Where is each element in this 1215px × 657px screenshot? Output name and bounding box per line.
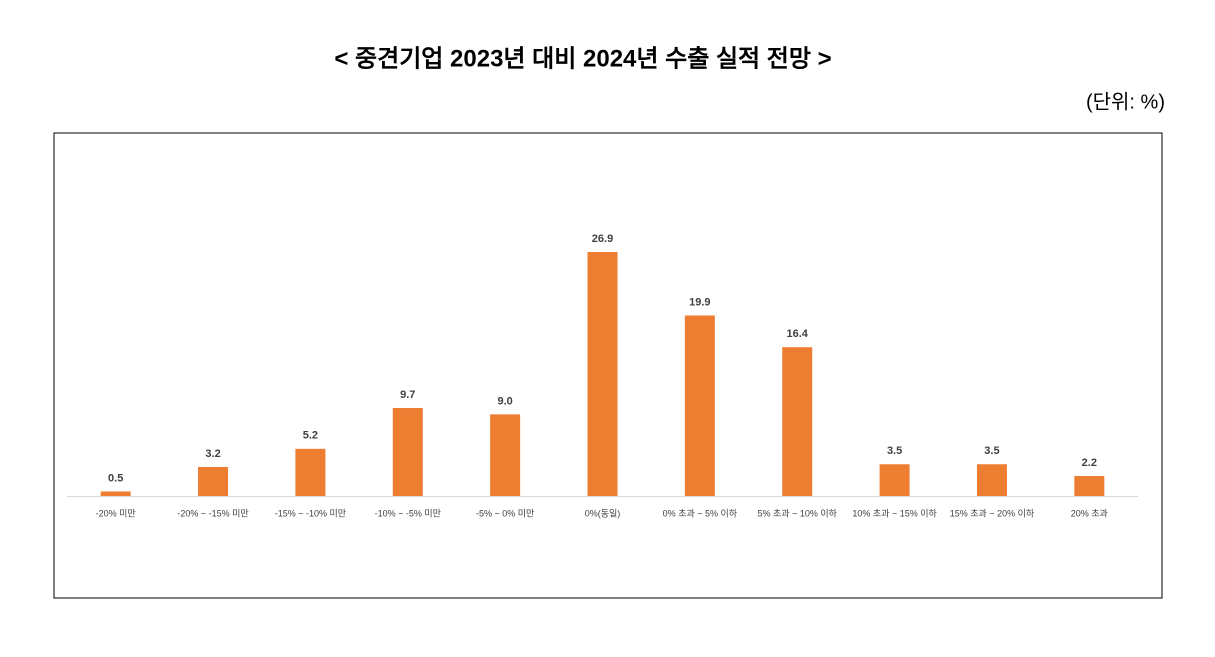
value-label: 5.2: [303, 430, 318, 442]
chart-frame: [53, 132, 1163, 599]
value-label: 16.4: [787, 328, 809, 340]
x-tick-label: 20% 초과: [1071, 508, 1108, 518]
value-label: 19.9: [689, 296, 710, 308]
x-tick-label: -20% ~ -15% 미만: [177, 508, 248, 518]
x-tick-label: -20% 미만: [96, 508, 136, 518]
x-tick-label: -10% ~ -5% 미만: [375, 508, 441, 518]
bar: [490, 414, 521, 496]
bar: [392, 408, 423, 496]
x-tick-label: 5% 초과 ~ 10% 이하: [758, 508, 838, 518]
x-tick-label: -5% ~ 0% 미만: [476, 508, 534, 518]
bar: [198, 466, 229, 496]
bar: [587, 252, 618, 496]
bar: [295, 448, 326, 496]
value-label: 3.2: [205, 448, 220, 460]
bar: [684, 315, 715, 496]
x-tick-label: 15% 초과 ~ 20% 이하: [950, 508, 1035, 518]
value-label: 3.5: [984, 445, 999, 457]
bar: [879, 464, 910, 496]
unit-note: (단위: %): [1086, 90, 1165, 113]
bar: [100, 491, 131, 496]
x-tick-label: 0%(동일): [585, 508, 621, 518]
value-label: 9.0: [497, 395, 512, 407]
bar: [976, 464, 1007, 496]
bar: [1074, 476, 1105, 496]
value-label: 2.2: [1082, 457, 1097, 469]
x-tick-label: 0% 초과 ~ 5% 이하: [663, 508, 738, 518]
value-label: 26.9: [592, 233, 613, 245]
bar: [782, 347, 813, 496]
x-tick-label: -15% ~ -10% 미만: [275, 508, 346, 518]
chart-title: < 중견기업 2023년 대비 2024년 수출 실적 전망 >: [334, 45, 831, 72]
value-label: 0.5: [108, 472, 123, 484]
value-label: 3.5: [887, 445, 902, 457]
value-label: 9.7: [400, 389, 415, 401]
x-tick-label: 10% 초과 ~ 15% 이하: [852, 508, 937, 518]
